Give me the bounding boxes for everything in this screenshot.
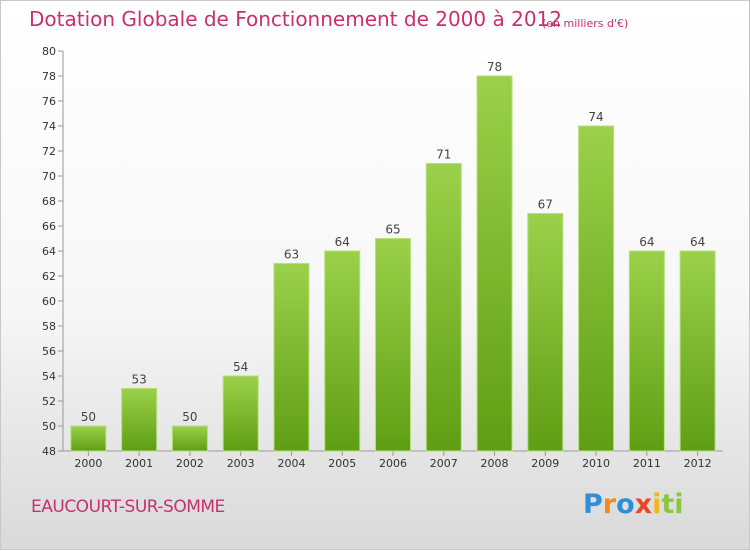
value-label-2000: 50 <box>81 410 96 424</box>
value-label-2012: 64 <box>690 235 705 249</box>
value-label-2001: 53 <box>132 373 147 387</box>
y-tick-label: 58 <box>42 320 56 333</box>
y-tick-label: 54 <box>42 370 56 383</box>
y-tick-label: 70 <box>42 170 56 183</box>
bar-2002 <box>171 425 208 452</box>
y-tick-label: 68 <box>42 195 56 208</box>
x-tick-label-2006: 2006 <box>379 457 407 470</box>
bar-2012 <box>679 250 716 452</box>
y-tick-label: 60 <box>42 295 56 308</box>
x-tick-label-2001: 2001 <box>125 457 153 470</box>
value-label-2006: 65 <box>385 223 400 237</box>
value-label-2008: 78 <box>487 60 502 74</box>
x-tick-label-2011: 2011 <box>633 457 661 470</box>
bar-2001 <box>121 388 158 452</box>
x-tick-label-2005: 2005 <box>328 457 356 470</box>
value-label-2002: 50 <box>182 410 197 424</box>
x-tick-label-2007: 2007 <box>430 457 458 470</box>
bar-2011 <box>628 250 665 452</box>
x-tick-label-2012: 2012 <box>684 457 712 470</box>
value-labels: 50 53 50 54 63 64 65 71 78 67 74 64 64 <box>81 60 706 424</box>
y-tick-label: 50 <box>42 420 56 433</box>
y-tick-label: 76 <box>42 95 56 108</box>
bar-2003 <box>222 375 259 452</box>
y-tick-label: 48 <box>42 445 56 458</box>
bar-2000 <box>70 425 107 452</box>
x-tick-label-2008: 2008 <box>481 457 509 470</box>
bar-2006 <box>375 238 411 452</box>
x-tick-label-2009: 2009 <box>531 457 559 470</box>
city-name: EAUCOURT-SUR-SOMME <box>31 497 225 517</box>
bars <box>70 75 716 452</box>
x-tick-label-2000: 2000 <box>74 457 102 470</box>
axes: 48 50 52 54 56 58 60 62 64 66 68 70 72 74 76 78 80 2000 20… <box>42 45 723 470</box>
unit-note: (en milliers d'€) <box>542 17 629 30</box>
value-label-2005: 64 <box>335 235 350 249</box>
proxiti-logo[interactable]: Proxiti <box>583 489 684 520</box>
chart-title: Dotation Globale de Fonctionnement de 20… <box>29 7 562 31</box>
x-tick-label-2002: 2002 <box>176 457 204 470</box>
bar-2008 <box>476 75 513 452</box>
y-tick-label: 72 <box>42 145 56 158</box>
y-tick-label: 74 <box>42 120 56 133</box>
y-tick-label: 80 <box>42 45 56 58</box>
x-tick-label-2010: 2010 <box>582 457 610 470</box>
y-tick-label: 62 <box>42 270 56 283</box>
y-tick-label: 66 <box>42 220 56 233</box>
bar-2005 <box>324 250 361 452</box>
value-label-2003: 54 <box>233 360 248 374</box>
y-tick-label: 56 <box>42 345 56 358</box>
y-tick-label: 64 <box>42 245 56 258</box>
value-label-2009: 67 <box>538 198 553 212</box>
y-tick-label: 78 <box>42 70 56 83</box>
value-label-2010: 74 <box>588 110 603 124</box>
bar-2004 <box>273 263 310 452</box>
bar-2010 <box>578 125 615 452</box>
x-tick-label-2003: 2003 <box>227 457 255 470</box>
value-label-2011: 64 <box>639 235 654 249</box>
value-label-2007: 71 <box>436 148 451 162</box>
bar-2009 <box>527 213 564 452</box>
x-tick-label-2004: 2004 <box>277 457 305 470</box>
bar-2007 <box>425 163 462 452</box>
y-tick-label: 52 <box>42 395 56 408</box>
value-label-2004: 63 <box>284 248 299 262</box>
